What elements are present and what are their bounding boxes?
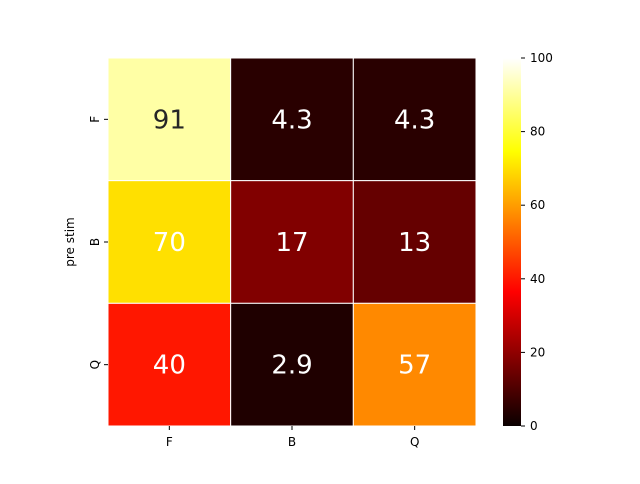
- colorbar-tick-label: 100: [530, 51, 553, 65]
- colorbar-tick-label: 0: [530, 419, 538, 433]
- colorbar-gradient: [503, 58, 521, 426]
- colorbar: 0 20 40 60 80 100: [503, 51, 553, 433]
- y-axis-label: pre stim: [63, 217, 77, 266]
- cell-value-label: 17: [275, 228, 308, 258]
- cell-value-label: 57: [398, 351, 431, 381]
- heatmap-cells: 91 4.3 4.3 70 17 13 40 2.9 57: [107, 57, 477, 427]
- x-tick-label: F: [166, 435, 173, 449]
- cell-value-label: 40: [153, 351, 186, 381]
- heatmap-cell-F-F: [107, 57, 232, 182]
- colorbar-tick-label: 60: [530, 198, 545, 212]
- heatmap-cell-B-B: [230, 180, 354, 304]
- colorbar-tick-label: 80: [530, 125, 545, 139]
- heatmap-cell-F-Q: [352, 57, 477, 182]
- heatmap-cell-B-F: [107, 180, 232, 304]
- y-axis: F B Q: [88, 116, 108, 369]
- cell-value-label: 4.3: [394, 105, 435, 135]
- x-tick-label: B: [288, 435, 296, 449]
- cell-value-label: 70: [153, 228, 186, 258]
- heatmap-cell-Q-B: [230, 302, 354, 427]
- cell-value-label: 4.3: [271, 105, 312, 135]
- cell-value-label: 13: [398, 228, 431, 258]
- x-tick-label: Q: [410, 435, 419, 449]
- colorbar-tick-label: 40: [530, 272, 545, 286]
- y-tick-label: Q: [88, 360, 102, 369]
- heatmap-cell-F-B: [230, 57, 354, 182]
- heatmap-cell-B-Q: [352, 180, 477, 304]
- colorbar-tick-label: 20: [530, 345, 545, 359]
- y-tick-label: F: [88, 116, 102, 123]
- y-tick-label: B: [88, 238, 102, 246]
- cell-value-label: 2.9: [271, 351, 312, 381]
- cell-value-label: 91: [153, 105, 186, 135]
